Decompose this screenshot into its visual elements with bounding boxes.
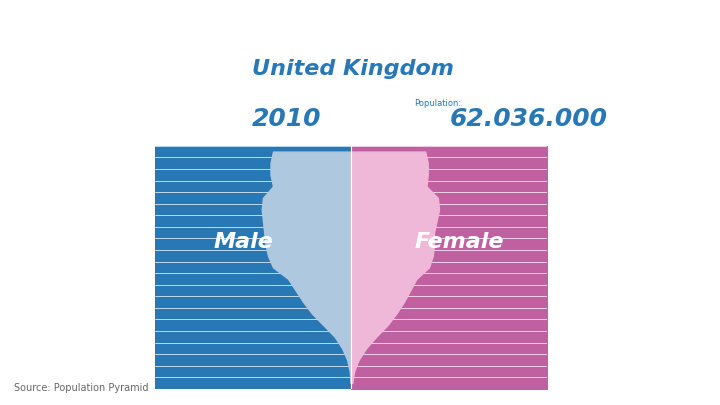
Text: Source: Population Pyramid: Source: Population Pyramid <box>14 383 149 393</box>
Text: Population:: Population: <box>414 99 461 108</box>
Text: Male: Male <box>213 232 273 252</box>
Text: 2010: 2010 <box>252 107 322 130</box>
Text: POPULATION PYRAMID: POPULATION PYRAMID <box>14 15 263 34</box>
Text: Female: Female <box>414 232 504 252</box>
Text: United Kingdom: United Kingdom <box>252 59 454 79</box>
Text: 62.036.000: 62.036.000 <box>450 107 608 130</box>
